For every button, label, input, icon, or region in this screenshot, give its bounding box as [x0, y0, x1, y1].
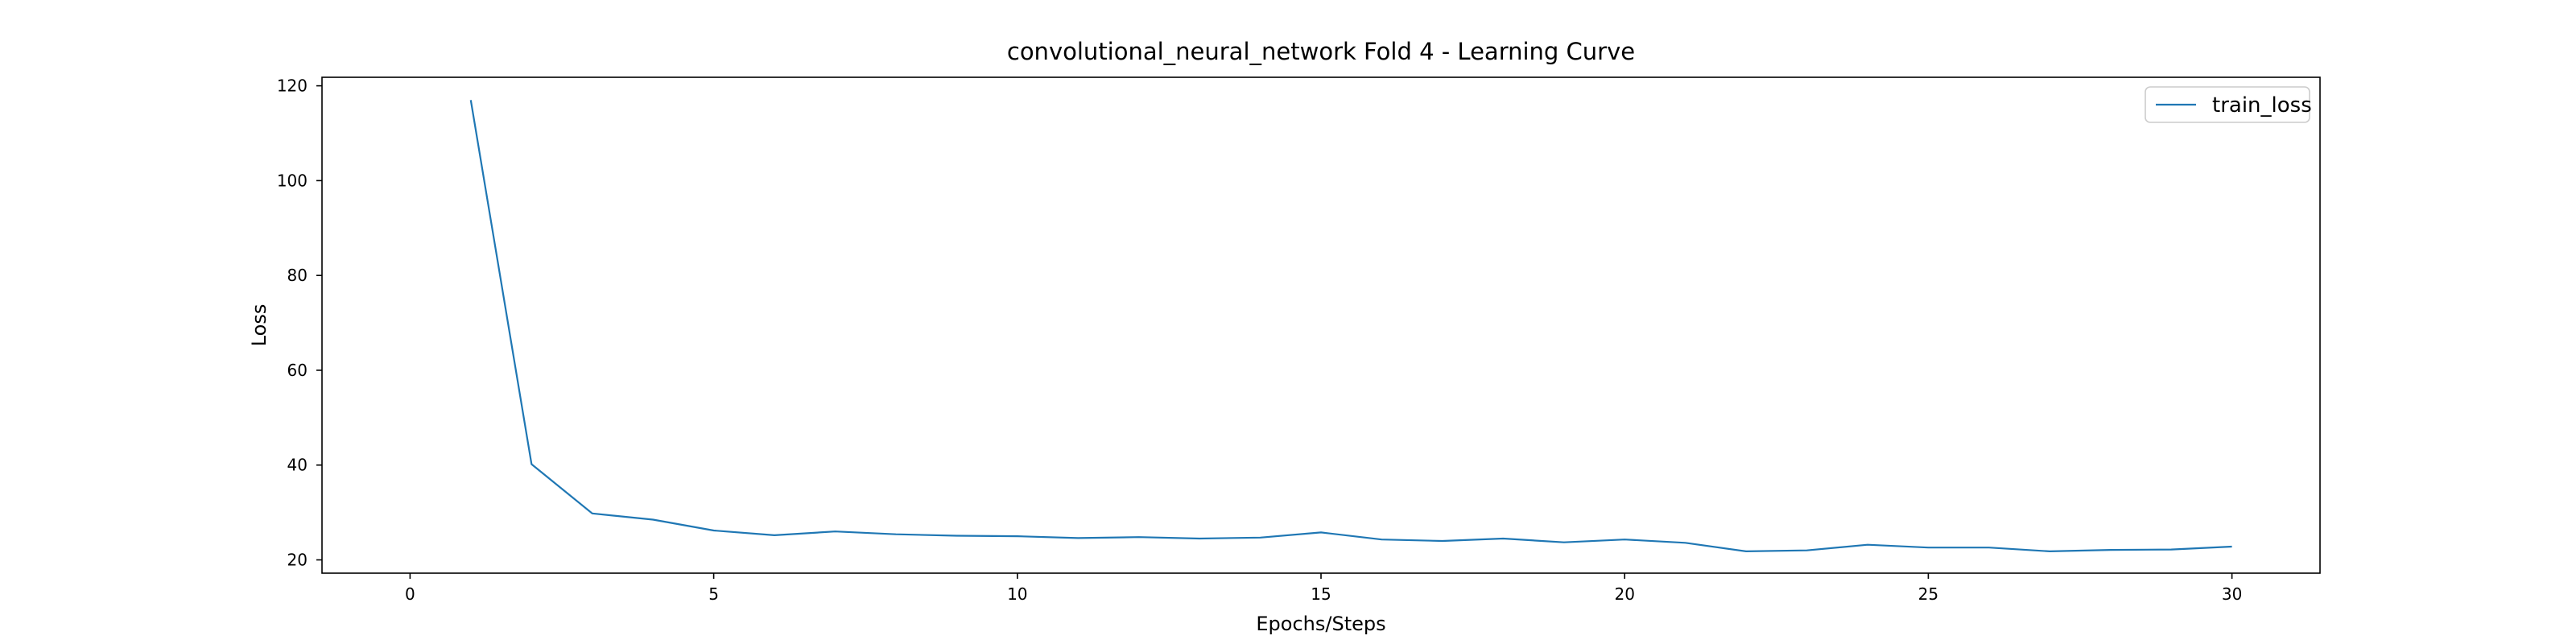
x-axis-label: Epochs/Steps [1256, 613, 1385, 635]
y-tick-label: 80 [287, 266, 308, 285]
y-tick-label: 20 [287, 551, 308, 570]
legend-box [2145, 86, 2310, 123]
x-tick-label: 0 [405, 584, 415, 604]
y-axis-label: Loss [248, 304, 270, 347]
y-tick-label: 40 [287, 456, 308, 475]
y-tick-label: 100 [277, 171, 308, 190]
x-tick-label: 25 [1918, 584, 1938, 604]
plot-frame [321, 76, 2321, 574]
x-axis-ticks: 0 5 10 15 20 25 30 [405, 573, 2242, 604]
y-tick-label: 60 [287, 361, 308, 380]
y-axis-ticks: 20 40 60 80 100 120 [277, 76, 322, 570]
x-tick-label: 15 [1311, 584, 1331, 604]
x-tick-label: 20 [1614, 584, 1634, 604]
x-tick-label: 10 [1007, 584, 1027, 604]
x-tick-label: 30 [2222, 584, 2242, 604]
x-tick-label: 5 [708, 584, 719, 604]
chart-title: convolutional_neural_network Fold 4 - Le… [1007, 38, 1635, 65]
series-layer [469, 100, 2232, 553]
legend: train_loss [2145, 86, 2312, 123]
y-tick-label: 120 [277, 76, 308, 96]
legend-label-train-loss: train_loss [2212, 93, 2312, 118]
series-line-train-loss [469, 100, 2232, 553]
